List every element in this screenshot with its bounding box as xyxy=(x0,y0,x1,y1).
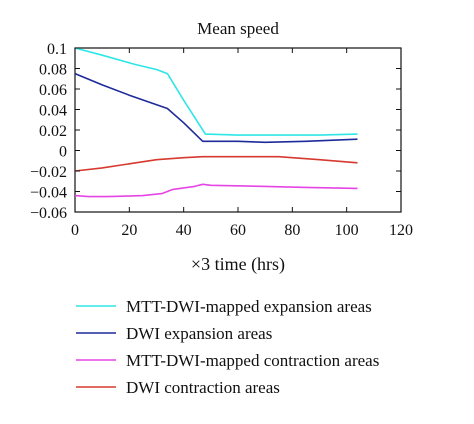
x-tick-label: 40 xyxy=(176,222,192,239)
legend-item: DWI expansion areas xyxy=(76,324,272,343)
y-tick-label: 0.08 xyxy=(39,62,67,79)
y-tick-label: 0.04 xyxy=(39,103,67,120)
y-tick-label: −0.06 xyxy=(30,205,67,222)
x-tick-label: 0 xyxy=(71,222,79,239)
series-line-4 xyxy=(74,155,358,172)
plot-area: 0 20 40 60 80 100 120 0.1 0.08 0.06 0.04 0.02 0 −0.02… xyxy=(30,41,413,239)
legend: MTT-DWI-mapped expansion areas DWI expans… xyxy=(76,297,379,397)
y-tick-label: 0.02 xyxy=(39,123,67,140)
chart-title: Mean speed xyxy=(197,19,279,38)
x-tick-label: 100 xyxy=(335,222,359,239)
y-tick-label: 0 xyxy=(59,144,67,161)
legend-item: MTT-DWI-mapped contraction areas xyxy=(76,351,379,370)
legend-label: DWI contraction areas xyxy=(126,378,280,397)
series-line-2 xyxy=(74,72,358,144)
legend-item: MTT-DWI-mapped expansion areas xyxy=(76,297,372,316)
series-layer xyxy=(74,47,358,198)
x-axis-label: ×3 time (hrs) xyxy=(191,254,285,275)
legend-item: DWI contraction areas xyxy=(76,378,280,397)
x-tick-label: 60 xyxy=(230,222,246,239)
y-tick-label: 0.06 xyxy=(39,82,67,99)
x-tick-label: 80 xyxy=(284,222,300,239)
y-tick-label: 0.1 xyxy=(47,41,67,58)
legend-label: DWI expansion areas xyxy=(126,324,272,343)
y-tick-label: −0.02 xyxy=(30,164,67,181)
series-line-3 xyxy=(74,183,358,198)
x-tick-label: 120 xyxy=(389,222,413,239)
legend-label: MTT-DWI-mapped contraction areas xyxy=(126,351,379,370)
series-line-1 xyxy=(74,47,358,136)
y-tick-label: −0.04 xyxy=(30,185,67,202)
x-tick-label: 20 xyxy=(121,222,137,239)
legend-label: MTT-DWI-mapped expansion areas xyxy=(126,297,372,316)
ticks-layer: 0 20 40 60 80 100 120 0.1 0.08 0.06 0.04 0.02 0 −0.02… xyxy=(30,41,413,239)
